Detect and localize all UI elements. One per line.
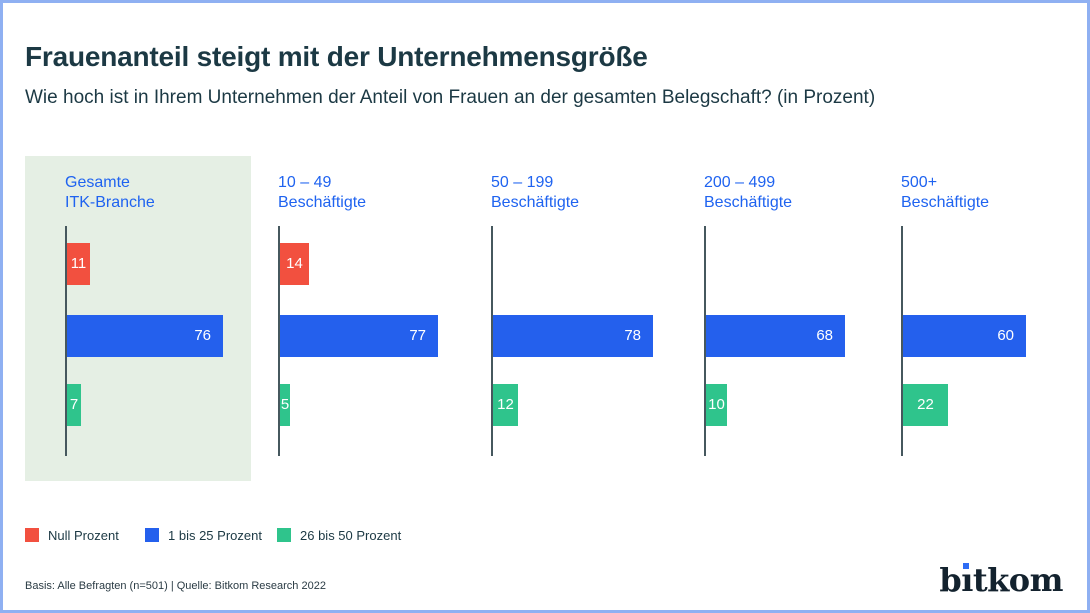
bar-value: 60 — [997, 327, 1014, 344]
panel-axis: 60 22 — [901, 226, 1087, 456]
legend-swatch — [277, 528, 291, 542]
bar-value: 78 — [624, 327, 641, 344]
bar-value: 5 — [280, 396, 290, 413]
bar-value: 76 — [194, 327, 211, 344]
bar-26-bis-50-prozent: 5 — [280, 384, 290, 426]
bar-1-bis-25-prozent: 78 — [493, 315, 653, 357]
bar-26-bis-50-prozent: 7 — [67, 384, 81, 426]
panel-1: 10 – 49 Beschäftigte 14 77 5 — [278, 173, 490, 483]
panel-2: 50 – 199 Beschäftigte 78 12 — [491, 173, 703, 483]
bar-1-bis-25-prozent: 60 — [903, 315, 1026, 357]
logo-i-dot — [963, 563, 970, 569]
bar-value: 7 — [69, 396, 79, 413]
legend-label: 1 bis 25 Prozent — [168, 527, 262, 543]
panel-3: 200 – 499 Beschäftigte 68 10 — [704, 173, 916, 483]
legend-swatch — [25, 528, 39, 542]
legend-item-0: Null Prozent — [25, 528, 145, 543]
bar-26-bis-50-prozent: 22 — [903, 384, 948, 426]
legend-swatch — [145, 528, 159, 542]
panel-0: Gesamte ITK-Branche 11 76 7 — [65, 173, 277, 483]
bar-value: 22 — [917, 396, 934, 413]
bar-value: 14 — [286, 255, 303, 272]
source-note: Basis: Alle Befragten (n=501) | Quelle: … — [25, 580, 326, 592]
chart-legend: Null Prozent 1 bis 25 Prozent 26 bis 50 Pr… — [25, 526, 437, 544]
bar-null-prozent: 14 — [280, 243, 309, 285]
bar-value: 10 — [708, 396, 725, 413]
bar-1-bis-25-prozent: 76 — [67, 315, 223, 357]
panel-label: 10 – 49 Beschäftigte — [278, 174, 367, 211]
legend-label: 26 bis 50 Prozent — [300, 527, 402, 543]
panel-axis: 78 12 — [491, 226, 703, 456]
bar-value: 11 — [70, 255, 87, 272]
bar-26-bis-50-prozent: 10 — [706, 384, 727, 426]
bar-value: 77 — [409, 327, 426, 344]
bar-1-bis-25-prozent: 77 — [280, 315, 438, 357]
legend-item-1: 1 bis 25 Prozent — [145, 528, 277, 543]
bar-26-bis-50-prozent: 12 — [493, 384, 518, 426]
panel-label: 200 – 499 Beschäftigte — [704, 174, 793, 211]
bar-value: 68 — [816, 327, 833, 344]
page-title: Frauenanteil steigt mit der Unternehmens… — [25, 41, 648, 72]
panel-label: 50 – 199 Beschäftigte — [491, 174, 580, 211]
legend-item-2: 26 bis 50 Prozent — [277, 528, 437, 543]
bar-value: 12 — [497, 396, 514, 413]
legend-label: Null Prozent — [48, 527, 119, 543]
bar-1-bis-25-prozent: 68 — [706, 315, 845, 357]
panel-4: 500+ Beschäftigte 60 22 — [901, 173, 1087, 483]
panel-axis: 14 77 5 — [278, 226, 490, 456]
panel-label: Gesamte ITK-Branche — [65, 174, 155, 211]
page-subtitle: Wie hoch ist in Ihrem Unternehmen der An… — [25, 87, 876, 108]
bar-null-prozent: 11 — [67, 243, 90, 285]
panel-axis: 11 76 7 — [65, 226, 277, 456]
panel-label: 500+ Beschäftigte — [901, 174, 990, 211]
bitkom-logo: bı tkom — [939, 561, 1063, 599]
panel-axis: 68 10 — [704, 226, 916, 456]
